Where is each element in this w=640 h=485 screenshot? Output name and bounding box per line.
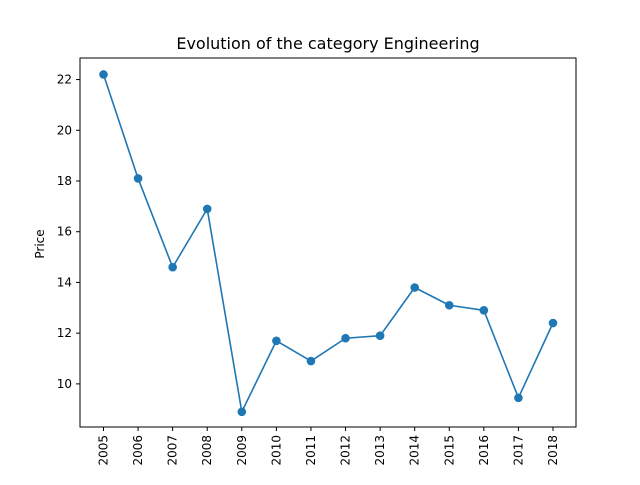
y-tick-label: 22	[57, 73, 72, 87]
x-tick-label: 2015	[442, 435, 456, 466]
x-tick-label: 2016	[477, 435, 491, 466]
y-tick-label: 12	[57, 326, 72, 340]
y-tick-label: 16	[57, 225, 72, 239]
data-point	[168, 262, 177, 272]
series-layer	[99, 70, 558, 417]
data-point	[133, 174, 143, 183]
x-tick-label: 2012	[339, 435, 353, 466]
y-tick-label: 10	[57, 377, 72, 391]
data-point	[202, 204, 212, 214]
plot-frame	[79, 57, 577, 428]
data-point	[444, 300, 454, 310]
x-tick-label: 2013	[373, 435, 387, 466]
data-point	[514, 393, 523, 403]
x-tick-label: 2017	[511, 435, 525, 466]
y-tick-label: 20	[57, 123, 72, 137]
y-tick-label: 14	[57, 275, 72, 289]
series-line	[102, 74, 554, 413]
y-axis-ticks: 10 12 14 16 18 20 22	[57, 73, 80, 391]
data-point	[306, 356, 316, 366]
x-tick-label: 2010	[269, 435, 283, 466]
x-tick-label: 2014	[408, 435, 422, 466]
x-tick-label: 2007	[166, 435, 180, 466]
data-point	[341, 333, 350, 343]
x-tick-label: 2005	[97, 435, 111, 466]
x-tick-label: 2006	[131, 435, 145, 466]
x-tick-label: 2009	[235, 435, 249, 466]
chart-title: Evolution of the category Engineering	[176, 34, 479, 53]
data-point	[99, 70, 108, 79]
data-point	[237, 407, 247, 417]
data-point	[479, 306, 489, 315]
data-point	[272, 336, 281, 346]
data-point	[548, 318, 558, 328]
x-tick-label: 2008	[200, 435, 214, 466]
data-point	[410, 283, 419, 292]
x-tick-label: 2018	[546, 435, 560, 466]
data-point	[375, 331, 385, 341]
x-tick-label: 2011	[304, 435, 318, 466]
y-axis-label: Price	[33, 229, 47, 258]
y-tick-label: 18	[57, 174, 72, 188]
x-axis-ticks: 2005 2006 2007 2008 2009 2010 2011 2012 2013 2014…	[97, 427, 560, 466]
